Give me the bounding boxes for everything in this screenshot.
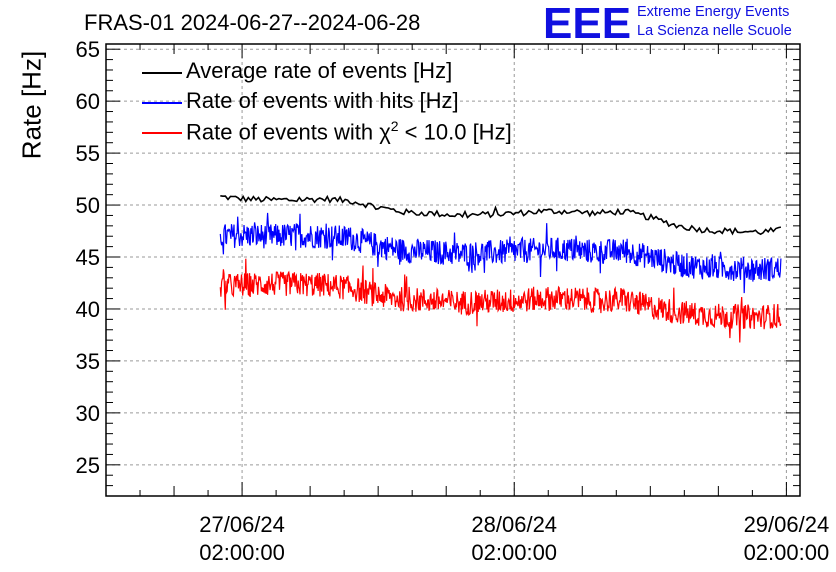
legend-label-chi2: Rate of events with χ2 < 10.0 [Hz]	[186, 118, 512, 145]
y-tick-label: 35	[76, 349, 100, 374]
chart-title: FRAS-01 2024-06-27--2024-06-28	[84, 10, 421, 35]
y-tick-label: 45	[76, 245, 100, 270]
x-tick-label-line: 27/06/24	[199, 512, 285, 537]
eee-logo: EEE	[543, 0, 631, 44]
x-tick-label-line: 02:00:00	[471, 540, 557, 565]
series-line-average	[220, 194, 782, 236]
x-tick-label: 28/06/24 02:00:00	[471, 512, 557, 565]
brand-line-2: La Scienza nelle Scuole	[637, 23, 792, 39]
x-tick-label-line: 02:00:00	[199, 540, 285, 565]
legend-label-average: Average rate of events [Hz]	[186, 58, 453, 83]
y-tick-label: 60	[76, 89, 100, 114]
legend-label-hits: Rate of events with hits [Hz]	[186, 88, 459, 113]
x-tick-label-line: 29/06/24	[744, 512, 830, 537]
y-tick-label: 30	[76, 401, 100, 426]
x-tick-label: 29/06/24 02:00:00	[744, 512, 830, 565]
y-tick-label: 65	[76, 37, 100, 62]
plot-frame	[105, 43, 801, 497]
y-tick-label: 25	[76, 453, 100, 478]
x-tick-label: 27/06/24 02:00:00	[199, 512, 285, 565]
legend-label-chi2-main: Rate of events with χ	[186, 119, 391, 145]
legend-swatch-average	[142, 72, 182, 74]
legend-swatch-hits	[142, 102, 182, 104]
legend-label-chi2-suffix: < 10.0 [Hz]	[398, 119, 512, 145]
x-tick-label-line: 28/06/24	[471, 512, 557, 537]
legend-label-chi2-sup: 2	[390, 118, 399, 134]
legend-swatch-chi2	[142, 132, 182, 134]
y-tick-label: 40	[76, 297, 100, 322]
brand-line-1: Extreme Energy Events	[637, 4, 790, 20]
x-tick-label-line: 02:00:00	[744, 540, 830, 565]
y-tick-label: 50	[76, 193, 100, 218]
y-tick-label: 55	[76, 141, 100, 166]
series-line-hits	[219, 212, 782, 294]
eee-logo-text: EEE	[543, 0, 631, 44]
series-line-chi2	[219, 258, 782, 343]
y-axis-label: Rate [Hz]	[16, 50, 47, 160]
brand-text: Extreme Energy Events La Scienza nelle S…	[637, 3, 792, 41]
